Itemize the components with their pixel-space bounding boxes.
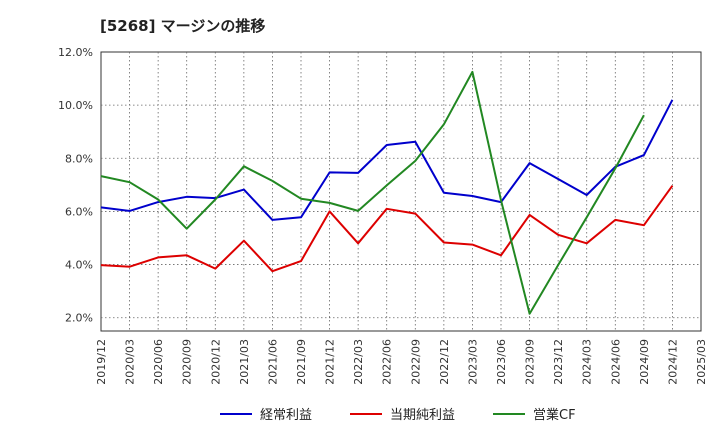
x-tick-label: 2024/12 xyxy=(666,339,679,385)
x-tick-label: 2020/06 xyxy=(152,339,165,385)
grid xyxy=(100,51,702,332)
x-tick-label: 2023/06 xyxy=(495,339,508,385)
plot-frame xyxy=(100,51,702,332)
x-tick-label: 2024/06 xyxy=(609,339,622,385)
legend: 経常利益 当期純利益 営業CF xyxy=(220,407,576,423)
legend-label-0: 経常利益 xyxy=(260,408,312,423)
y-tick-label: 10.0% xyxy=(58,99,93,112)
y-tick-label: 12.0% xyxy=(58,46,93,59)
x-tick-label: 2023/12 xyxy=(552,339,565,385)
x-tick-label: 2022/09 xyxy=(409,339,422,385)
x-tick-label: 2022/06 xyxy=(381,339,394,385)
y-tick-label: 4.0% xyxy=(65,259,93,272)
x-tick-label: 2020/09 xyxy=(181,339,194,385)
y-tick-label: 6.0% xyxy=(65,205,93,218)
x-tick-label: 2021/09 xyxy=(295,339,308,385)
series-line-1 xyxy=(100,185,674,273)
x-tick-label: 2024/03 xyxy=(581,339,594,385)
series-line-0 xyxy=(100,99,674,221)
x-tick-label: 2019/12 xyxy=(95,339,108,385)
x-tick-label: 2021/03 xyxy=(238,339,251,385)
series-line-2 xyxy=(100,70,645,315)
series-lines xyxy=(100,70,674,315)
legend-label-2: 営業CF xyxy=(533,407,576,423)
legend-label-1: 当期純利益 xyxy=(390,408,455,423)
x-tick-label: 2021/12 xyxy=(324,339,337,385)
x-tick-label: 2023/03 xyxy=(466,339,479,385)
x-tick-label: 2023/09 xyxy=(524,339,537,385)
x-tick-label: 2022/12 xyxy=(438,339,451,385)
x-tick-label: 2022/03 xyxy=(352,339,365,385)
x-tick-label: 2025/03 xyxy=(695,339,708,385)
y-tick-label: 2.0% xyxy=(65,312,93,325)
axes: 2019/12 2020/03 2020/06 2020/09 2020/12 2021/… xyxy=(58,46,708,385)
x-tick-label: 2020/12 xyxy=(209,339,222,385)
chart-title: [5268] マージンの推移 xyxy=(100,17,266,35)
x-tick-label: 2020/03 xyxy=(124,339,137,385)
y-tick-label: 8.0% xyxy=(65,152,93,165)
x-tick-label: 2021/06 xyxy=(266,339,279,385)
x-tick-label: 2024/09 xyxy=(638,339,651,385)
